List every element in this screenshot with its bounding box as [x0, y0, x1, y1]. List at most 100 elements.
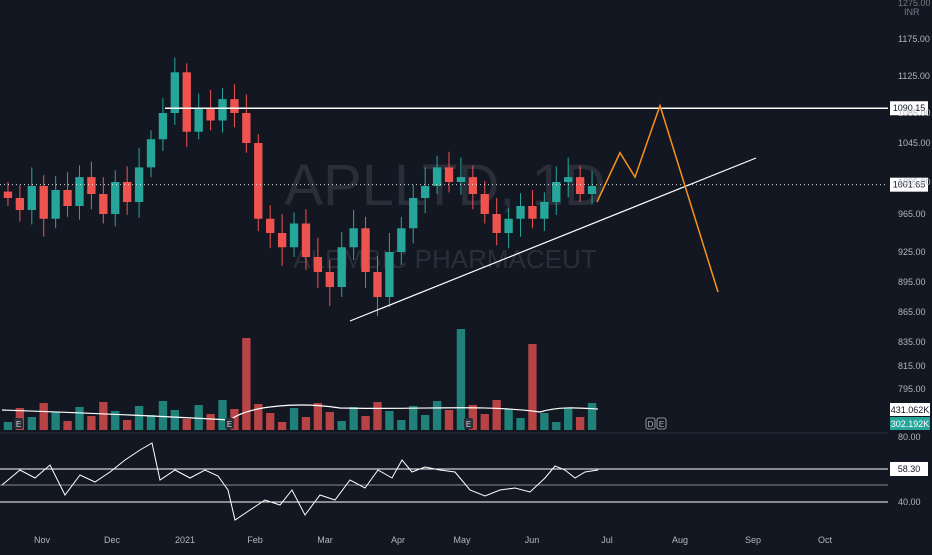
candle-body	[206, 108, 215, 121]
volume-bar	[504, 409, 513, 430]
volume-bar	[552, 422, 561, 430]
candle-body	[230, 99, 239, 113]
volume-bar	[206, 414, 215, 430]
candle-body	[373, 272, 382, 297]
volume-bar	[170, 410, 180, 430]
volume-bar	[230, 409, 239, 430]
earnings-marker-box	[225, 418, 234, 429]
candle-body	[99, 194, 108, 214]
volume-bar	[337, 421, 346, 430]
volume-bar	[361, 416, 370, 430]
price-pane[interactable]	[3, 57, 597, 317]
candle-body	[349, 228, 358, 248]
time-tick-label: Mar	[317, 535, 333, 545]
price-tick-label: 1085.00	[898, 108, 931, 118]
candle-body	[146, 139, 156, 168]
candle-body	[15, 198, 25, 210]
candle-body	[254, 143, 263, 219]
price-tick-label: 865.00	[898, 307, 926, 317]
volume-badge-1	[890, 403, 930, 416]
candle-body	[337, 247, 346, 287]
candle-body	[456, 177, 466, 182]
candle-body	[182, 72, 191, 132]
time-axis[interactable]: Nov Dec 2021 Feb Mar Apr May Jun Jul Aug Sep Oct	[34, 535, 833, 545]
volume-pane[interactable]: E E E 431.062K 302.192K	[0, 329, 930, 434]
candle-body	[540, 202, 549, 219]
candle-body	[51, 190, 60, 219]
volume-bar	[420, 415, 430, 430]
volume-bar	[587, 403, 597, 430]
price-tick-label: 1005.00	[898, 177, 931, 187]
candle-body	[528, 206, 537, 219]
candle-body	[480, 194, 489, 214]
axis-top-value: 1275.00	[898, 0, 931, 8]
price-tick-label: 895.00	[898, 277, 926, 287]
volume-bar	[492, 400, 501, 430]
volume-bar	[373, 402, 382, 430]
candle-body	[301, 223, 311, 257]
volume-bar	[575, 417, 585, 430]
volume-bar	[63, 421, 72, 430]
time-tick-label: Jul	[601, 535, 613, 545]
candle-body	[122, 182, 132, 202]
volume-bar	[564, 408, 573, 430]
volume-label: 302.192K	[891, 419, 930, 429]
volume-bar	[134, 406, 144, 430]
candle-body	[194, 108, 203, 132]
candle-body	[170, 72, 180, 113]
candle-body	[552, 182, 561, 202]
candle-body	[385, 252, 394, 297]
rsi-level-label: 80.00	[898, 432, 921, 442]
price-tick-label: 835.00	[898, 337, 926, 347]
volume-bar	[313, 403, 323, 430]
level-badge	[890, 177, 928, 192]
volume-bar	[27, 417, 36, 430]
rsi-line	[1, 442, 599, 521]
time-tick-label: Aug	[672, 535, 688, 545]
volume-bar	[444, 410, 454, 430]
price-tick-label: 965.00	[898, 209, 926, 219]
event-marker-box	[645, 417, 656, 430]
time-tick-label: May	[453, 535, 471, 545]
candle-body	[504, 218, 513, 233]
earnings-marker-box	[464, 418, 473, 429]
volume-bar	[266, 413, 275, 430]
candle-body	[361, 228, 370, 272]
volume-bar	[456, 329, 466, 430]
time-tick-label: Jun	[525, 535, 540, 545]
time-tick-label: Oct	[818, 535, 833, 545]
price-tick-label: 815.00	[898, 361, 926, 371]
candle-body	[242, 113, 251, 143]
projection-path	[596, 103, 719, 293]
candle-body	[409, 198, 418, 229]
candle-body	[444, 167, 454, 182]
volume-label: 431.062K	[891, 405, 930, 415]
volume-bar	[99, 402, 108, 430]
candle-body	[575, 177, 585, 194]
earnings-marker-label: E	[227, 420, 232, 429]
candle-body	[134, 167, 144, 202]
volume-bar	[540, 413, 549, 430]
candle-body	[158, 113, 168, 140]
level-label: 1001.65	[893, 180, 926, 190]
candle-body	[397, 228, 406, 252]
volume-bar	[528, 344, 537, 430]
candle-body	[111, 182, 120, 214]
candle-body	[266, 218, 275, 233]
volume-bar	[182, 419, 191, 430]
volume-bar	[75, 407, 84, 430]
candle-body	[63, 190, 72, 206]
volume-bar	[385, 411, 394, 430]
candle-body	[3, 191, 13, 198]
candle-body	[39, 186, 48, 219]
volume-bar	[409, 406, 418, 430]
candle-body	[420, 186, 430, 198]
price-axis[interactable]: 1275.00 INR 1175.00 1125.00 1085.00 1045.00…	[898, 0, 931, 394]
volume-bar	[3, 422, 13, 430]
volume-bar	[111, 411, 120, 430]
watermark-symbol: APLLTD, 1D	[284, 153, 605, 218]
